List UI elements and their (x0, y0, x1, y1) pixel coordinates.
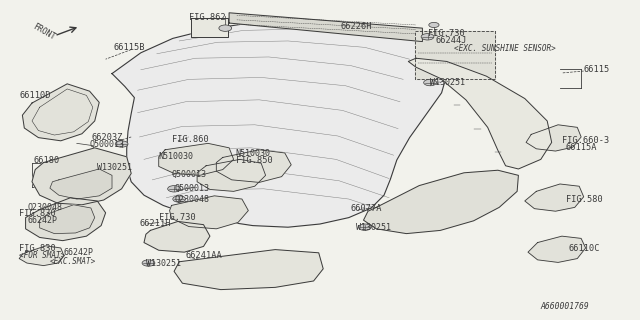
Polygon shape (229, 13, 422, 42)
Text: W130251: W130251 (430, 78, 465, 87)
Text: 66077A: 66077A (351, 204, 382, 213)
Polygon shape (528, 236, 586, 262)
Text: 66242P: 66242P (28, 216, 58, 225)
Polygon shape (50, 169, 112, 199)
Text: FIG.580: FIG.580 (566, 195, 602, 204)
Text: 66203Z: 66203Z (92, 133, 123, 142)
Polygon shape (19, 246, 64, 266)
Text: W130251: W130251 (146, 259, 181, 268)
Text: N510030: N510030 (236, 149, 271, 158)
Text: 66115A: 66115A (566, 143, 597, 152)
Circle shape (115, 141, 128, 147)
Polygon shape (526, 125, 581, 151)
Circle shape (142, 260, 155, 266)
Text: FRONT: FRONT (31, 22, 56, 42)
Polygon shape (408, 58, 552, 169)
Polygon shape (112, 22, 448, 227)
Text: <FOR SMAT>: <FOR SMAT> (19, 252, 65, 260)
Text: W130251: W130251 (97, 163, 132, 172)
Polygon shape (32, 148, 131, 205)
Text: <EXC. SUNSHINE SENSOR>: <EXC. SUNSHINE SENSOR> (454, 44, 556, 52)
Text: Q500013: Q500013 (90, 140, 125, 149)
Text: FIG.860: FIG.860 (172, 135, 208, 144)
Polygon shape (525, 184, 584, 211)
Text: 66211H: 66211H (140, 220, 171, 228)
Text: Q230048: Q230048 (174, 195, 209, 204)
Text: 66115B: 66115B (114, 43, 145, 52)
Text: Q230048: Q230048 (28, 203, 63, 212)
Circle shape (219, 25, 232, 31)
Polygon shape (216, 150, 291, 182)
Text: FIG.830: FIG.830 (19, 244, 56, 252)
Polygon shape (170, 196, 248, 229)
Text: 66226H: 66226H (340, 22, 372, 31)
Text: W130251: W130251 (356, 223, 391, 232)
Text: N510030: N510030 (159, 152, 194, 161)
Text: <EXC.SMAT>: <EXC.SMAT> (50, 257, 96, 266)
Text: 66110D: 66110D (19, 91, 51, 100)
Polygon shape (191, 18, 228, 37)
Circle shape (358, 224, 371, 230)
Polygon shape (40, 205, 95, 234)
Circle shape (424, 79, 436, 86)
Text: Q500013: Q500013 (172, 170, 207, 179)
Circle shape (168, 186, 180, 192)
Polygon shape (22, 84, 99, 141)
Text: FIG.850: FIG.850 (236, 156, 272, 164)
Circle shape (421, 34, 434, 40)
Polygon shape (159, 143, 234, 175)
Text: FIG.730: FIG.730 (428, 29, 464, 38)
Polygon shape (26, 198, 106, 241)
Polygon shape (144, 221, 210, 252)
Circle shape (173, 196, 186, 202)
Text: 66242P: 66242P (64, 248, 94, 257)
Circle shape (429, 22, 439, 28)
Polygon shape (364, 170, 518, 234)
Text: FIG.730: FIG.730 (159, 213, 195, 222)
Text: 66241AA: 66241AA (186, 252, 222, 260)
Text: FIG.862: FIG.862 (189, 13, 225, 22)
Text: FIG.830: FIG.830 (19, 209, 56, 218)
Polygon shape (415, 31, 495, 79)
Text: FIG.660-3: FIG.660-3 (562, 136, 609, 145)
Text: Q500013: Q500013 (174, 184, 209, 193)
Text: 66110C: 66110C (568, 244, 600, 253)
Text: 66180: 66180 (33, 156, 60, 164)
Text: 66115: 66115 (584, 65, 610, 74)
Text: 66244J: 66244J (435, 36, 467, 45)
Polygon shape (174, 250, 323, 290)
Text: A660001769: A660001769 (541, 302, 589, 311)
Polygon shape (197, 159, 266, 191)
